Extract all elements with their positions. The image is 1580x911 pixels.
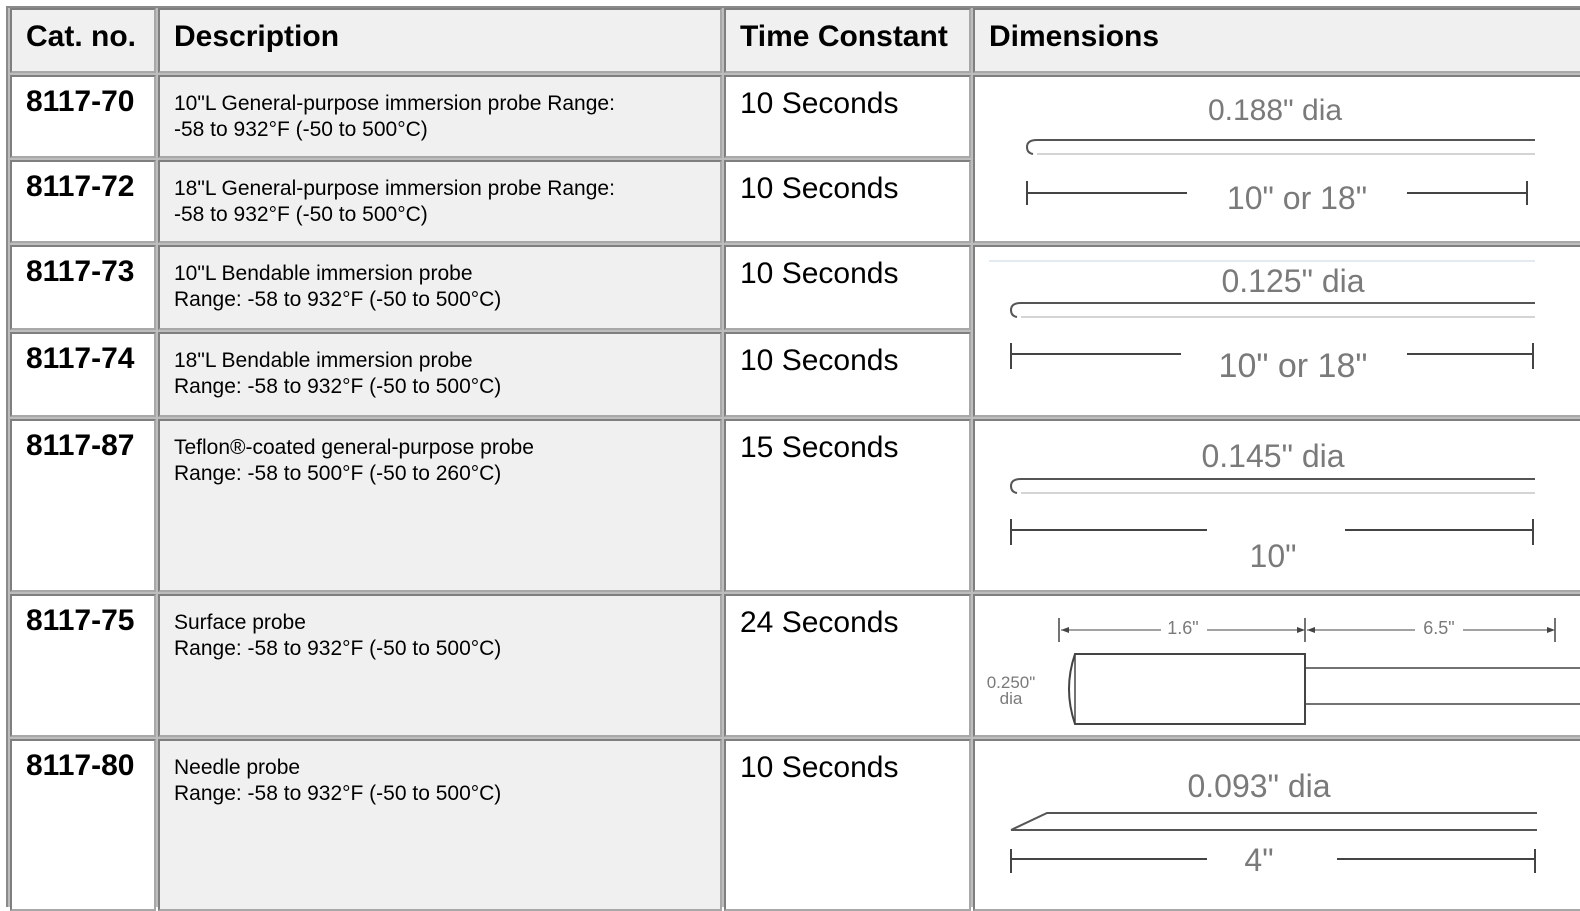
diameter-label: 0.093" dia — [1187, 768, 1330, 804]
cat-no-cell: 8117-75 — [10, 594, 156, 737]
description-line: 18"L Bendable immersion probe — [174, 349, 473, 372]
probe-diagram: 0.093" dia 4" — [1010, 768, 1537, 878]
description-line: 10"L Bendable immersion probe — [174, 262, 473, 285]
length-label: 6.5" — [1423, 618, 1454, 638]
description-cell: Needle probe Range: -58 to 932°F (-50 to… — [158, 739, 722, 911]
description-cell: 10"L General-purpose immersion probe Ran… — [158, 75, 722, 158]
description-line: Range: -58 to 500°F (-50 to 260°C) — [174, 462, 502, 485]
time-constant-cell: 24 Seconds — [724, 594, 971, 737]
description-line: 10"L General-purpose immersion probe Ran… — [174, 92, 615, 115]
description-line: Needle probe — [174, 756, 301, 779]
arrow-head — [1547, 627, 1555, 633]
dimension-diagram-cell: 1.6" 6.5" 0.250" dia — [973, 594, 1580, 737]
description-cell: 10"L Bendable immersion probe Range: -58… — [158, 245, 722, 330]
dimension-diagram-cell: 0.125" dia 10" or 18" — [973, 245, 1580, 417]
description-line: Range: -58 to 932°F (-50 to 500°C) — [174, 782, 502, 805]
time-constant-cell: 10 Seconds — [724, 332, 971, 417]
arrow-head — [1307, 627, 1315, 633]
time-constant-cell: 10 Seconds — [724, 739, 971, 911]
probe-diagram: 0.145" dia 10" — [1009, 438, 1535, 574]
dimension-diagram-cell: 0.188" dia 10" or 18" — [973, 75, 1580, 243]
arrow-head — [1061, 627, 1069, 633]
description-line: Range: -58 to 932°F (-50 to 500°C) — [174, 375, 502, 398]
header-cat-no: Cat. no. — [10, 8, 156, 73]
description-line: Range: -58 to 932°F (-50 to 500°C) — [174, 288, 502, 311]
description-line: Range: -58 to 932°F (-50 to 500°C) — [174, 637, 502, 660]
description-line: -58 to 932°F (-50 to 500°C) — [174, 118, 428, 141]
description-cell: 18"L General-purpose immersion probe Ran… — [158, 160, 722, 243]
cat-no-cell: 8117-72 — [10, 160, 156, 243]
description-cell: Teflon®-coated general-purpose probe Ran… — [158, 419, 722, 592]
description-cell: 18"L Bendable immersion probe Range: -58… — [158, 332, 722, 417]
probe-diagram: 0.125" dia 10" or 18" — [989, 260, 1535, 385]
time-constant-cell: 15 Seconds — [724, 419, 971, 592]
time-constant-cell: 10 Seconds — [724, 245, 971, 330]
description-line: Surface probe — [174, 611, 306, 634]
description-line: 18"L General-purpose immersion probe Ran… — [174, 177, 615, 200]
probe-shaft — [1025, 139, 1535, 155]
cat-no-cell: 8117-73 — [10, 245, 156, 330]
header-time-constant: Time Constant — [724, 8, 971, 73]
cat-no-cell: 8117-80 — [10, 739, 156, 911]
arrow-head — [1297, 627, 1305, 633]
length-label: 10" or 18" — [1227, 180, 1367, 216]
probe-head — [1068, 653, 1306, 725]
cat-no-cell: 8117-70 — [10, 75, 156, 158]
length-label: 1.6" — [1167, 618, 1198, 638]
description-line: Teflon®-coated general-purpose probe — [174, 436, 534, 459]
header-description: Description — [158, 8, 722, 73]
dimension-diagram-cell: 0.145" dia 10" — [973, 419, 1580, 592]
diameter-label: 0.125" dia — [1221, 263, 1364, 299]
cat-no-cell: 8117-74 — [10, 332, 156, 417]
time-constant-cell: 10 Seconds — [724, 160, 971, 243]
time-constant-cell: 10 Seconds — [724, 75, 971, 158]
probe-shaft — [1009, 478, 1535, 494]
length-label: 10" or 18" — [1219, 347, 1368, 385]
cat-no-cell: 8117-87 — [10, 419, 156, 592]
probe-shaft — [1009, 302, 1535, 318]
length-label: 10" — [1250, 538, 1297, 574]
diameter-label: 0.250" — [987, 673, 1036, 692]
length-label: 4" — [1244, 842, 1273, 878]
probe-diagram: 0.188" dia 10" or 18" — [1025, 94, 1535, 216]
description-line: -58 to 932°F (-50 to 500°C) — [174, 203, 428, 226]
diameter-label: dia — [1000, 689, 1023, 708]
probe-shaft — [1010, 812, 1537, 831]
diameter-label: 0.145" dia — [1201, 438, 1344, 474]
probe-table: Cat. no. Description Time Constant Dimen… — [6, 6, 1580, 911]
description-cell: Surface probe Range: -58 to 932°F (-50 t… — [158, 594, 722, 737]
probe-diagram: 1.6" 6.5" 0.250" dia — [987, 618, 1580, 725]
header-dimensions: Dimensions — [973, 8, 1580, 73]
dimension-diagram-cell: 0.093" dia 4" — [973, 739, 1580, 911]
diameter-label: 0.188" dia — [1208, 94, 1342, 127]
